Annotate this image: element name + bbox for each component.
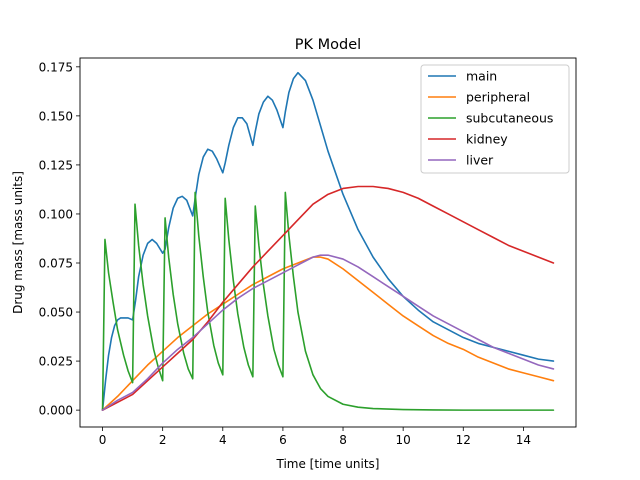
x-tick-label: 8 xyxy=(339,433,347,447)
x-tick-label: 14 xyxy=(516,433,531,447)
y-tick-label: 0.100 xyxy=(39,207,73,221)
legend: main peripheral subcutaneous kidney liver xyxy=(420,64,570,174)
series-layer xyxy=(101,71,555,411)
y-tick-label: 0.050 xyxy=(39,306,73,320)
legend-label-subcutaneous: subcutaneous xyxy=(466,111,553,126)
legend-label-kidney: kidney xyxy=(466,132,508,147)
chart-title: PK Model xyxy=(295,37,361,53)
x-tick-label: 0 xyxy=(99,433,107,447)
x-tick-label: 2 xyxy=(159,433,167,447)
x-tick-label: 6 xyxy=(279,433,287,447)
series-line-main xyxy=(101,71,555,411)
y-tick-label: 0.075 xyxy=(39,257,73,271)
plot-frame xyxy=(79,57,577,428)
x-tick-label: 12 xyxy=(456,433,471,447)
x-tick-label: 4 xyxy=(219,433,227,447)
x-tick-label: 10 xyxy=(396,433,411,447)
legend-frame xyxy=(420,64,570,174)
y-axis-ticks: 0.000 0.025 0.050 0.075 0.100 0.125 0.150 0.175 xyxy=(39,60,80,418)
y-axis-label: Drug mass [mass units] xyxy=(11,171,25,314)
x-axis-ticks: 0 2 4 6 8 10 12 14 xyxy=(99,427,531,447)
y-tick-label: 0.125 xyxy=(39,158,73,172)
legend-label-main: main xyxy=(466,69,497,84)
legend-label-liver: liver xyxy=(466,153,494,168)
y-tick-label: 0.000 xyxy=(39,404,73,418)
series-line-subcutaneous xyxy=(101,191,555,411)
series-line-kidney xyxy=(101,185,555,411)
x-axis-label: Time [time units] xyxy=(276,457,380,471)
y-tick-label: 0.025 xyxy=(39,355,73,369)
series-line-liver xyxy=(101,254,555,411)
legend-label-peripheral: peripheral xyxy=(466,90,530,105)
y-tick-label: 0.175 xyxy=(39,60,73,74)
y-tick-label: 0.150 xyxy=(39,109,73,123)
